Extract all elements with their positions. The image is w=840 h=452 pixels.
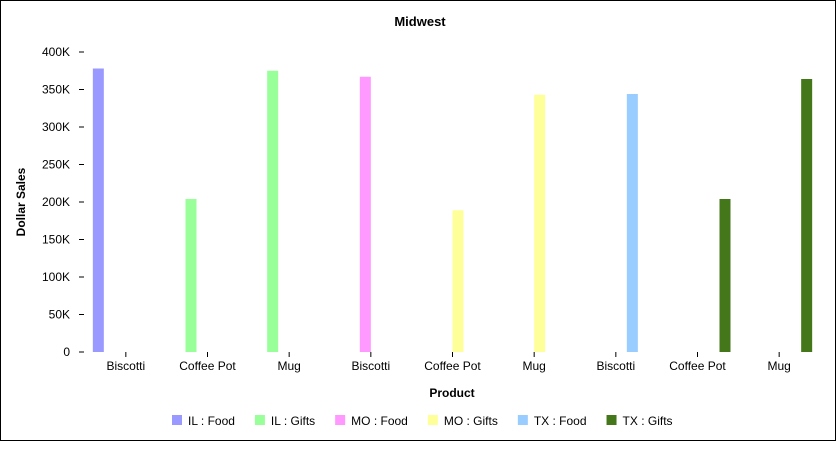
y-axis: 0 50K 100K 150K 200K 250K 300K 350K 400K (42, 45, 84, 359)
bar-tx-gifts-8 (801, 79, 813, 352)
y-tick-label: 150K (42, 233, 70, 247)
bar-il-gifts-2 (267, 70, 279, 352)
y-tick-label: 200K (42, 195, 70, 209)
legend: IL : Food IL : Gifts MO : Food MO : Gifts TX… (172, 414, 673, 428)
x-axis-title: Product (429, 386, 474, 400)
x-tick-label: Mug (522, 359, 545, 373)
bar-tx-food-6 (626, 94, 638, 352)
x-tick-label: Coffee Pot (179, 359, 236, 373)
x-tick-label: Biscotti (596, 359, 635, 373)
legend-label: MO : Gifts (444, 414, 498, 428)
y-tick-label: 350K (42, 83, 70, 97)
legend-label: TX : Gifts (623, 414, 673, 428)
bar-mo-gifts-4 (452, 210, 464, 352)
x-tick-label: Coffee Pot (424, 359, 481, 373)
bars (92, 68, 813, 352)
x-tick-label: Coffee Pot (669, 359, 726, 373)
legend-swatch (427, 415, 438, 425)
bar-mo-food-3 (359, 76, 371, 352)
bar-mo-gifts-5 (534, 94, 546, 352)
x-tick-label: Mug (767, 359, 790, 373)
legend-label: IL : Food (188, 414, 235, 428)
chart-title: Midwest (394, 14, 446, 29)
x-tick-label: Mug (277, 359, 300, 373)
legend-label: TX : Food (534, 414, 587, 428)
legend-label: MO : Food (351, 414, 408, 428)
y-axis-title: Dollar Sales (14, 167, 28, 236)
legend-label: IL : Gifts (271, 414, 315, 428)
bar-tx-gifts-7 (719, 199, 731, 352)
y-tick-label: 100K (42, 270, 70, 284)
x-axis: Biscotti Coffee Pot Mug Biscotti Coffee Pot M… (106, 352, 791, 373)
y-tick-label: 50K (49, 308, 70, 322)
bar-il-gifts-1 (185, 199, 197, 352)
bar-il-food-0 (92, 68, 104, 352)
x-tick-label: Biscotti (106, 359, 145, 373)
legend-swatch (606, 415, 617, 425)
legend-swatch (517, 415, 528, 425)
y-tick-label: 300K (42, 120, 70, 134)
y-tick-label: 0 (63, 345, 70, 359)
legend-swatch (254, 415, 265, 425)
legend-swatch (172, 415, 182, 425)
y-tick-label: 250K (42, 158, 70, 172)
x-tick-label: Biscotti (351, 359, 390, 373)
y-tick-label: 400K (42, 45, 70, 59)
chart-border (0, 0, 836, 441)
legend-swatch (335, 415, 346, 425)
